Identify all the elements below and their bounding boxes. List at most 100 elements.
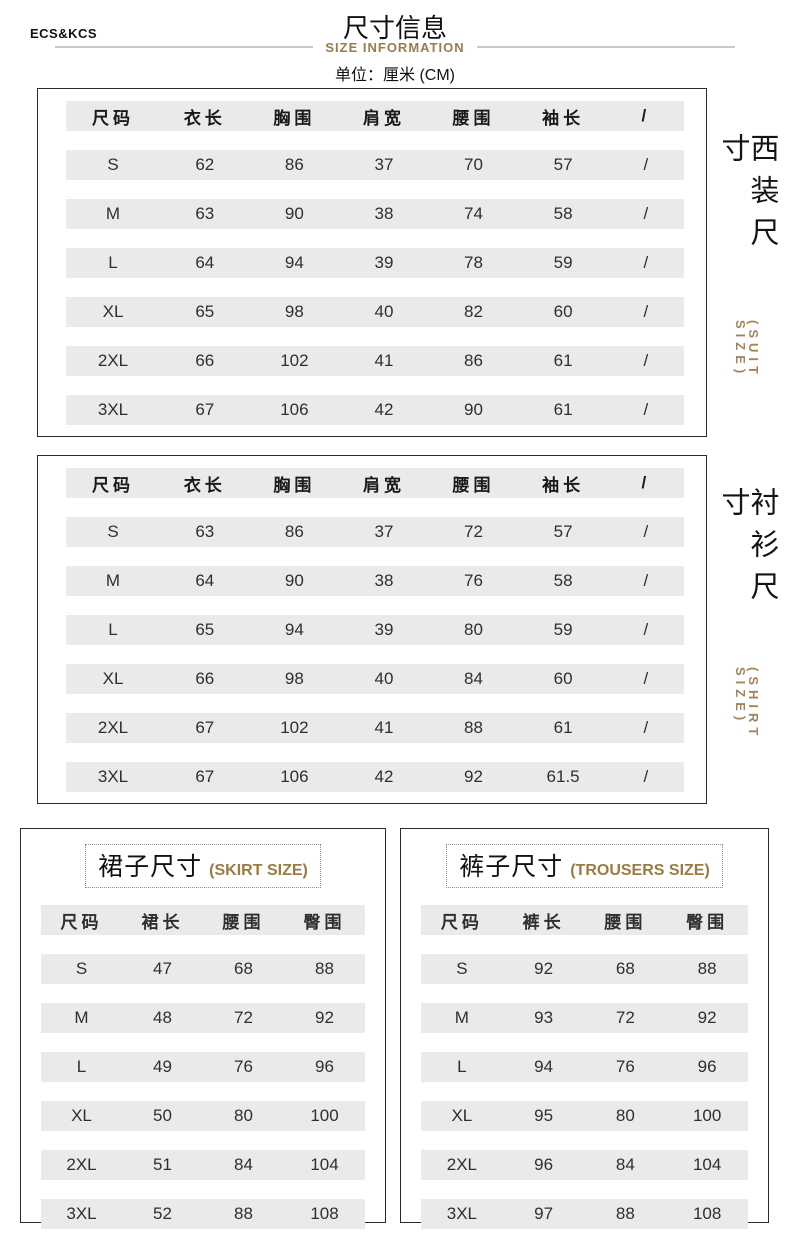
suit-row: 3XL 67 106 42 90 61 /: [66, 395, 684, 425]
skirt-cell: 49: [153, 1057, 172, 1076]
shirt-cell: 59: [553, 620, 573, 639]
skirt-cell: 76: [234, 1057, 253, 1076]
suit-header-row: 尺码 衣长 胸围 肩宽 腰围 袖长 /: [66, 101, 684, 131]
shirt-cell: 41: [374, 718, 394, 737]
page-subtitle: SIZE INFORMATION: [325, 39, 465, 55]
shirt-cell: /: [643, 669, 649, 688]
trousers-cell: 92: [534, 959, 554, 978]
suit-cell: 38: [374, 204, 394, 223]
shirt-size-side-label: 衬衫尺寸 (SHIRT SIZE): [712, 487, 782, 792]
suit-cell: 70: [464, 155, 483, 174]
trousers-column-header: 裤长: [522, 912, 565, 932]
shirt-column-header: 尺码: [92, 475, 135, 495]
suit-size-label-en: (SUIT SIZE): [733, 320, 761, 380]
suit-cell: 90: [284, 204, 304, 223]
skirt-cell: 96: [315, 1057, 334, 1076]
skirt-cell: 80: [234, 1106, 253, 1125]
suit-cell: M: [105, 204, 121, 223]
trousers-cell: 88: [697, 959, 717, 978]
trousers-size-panel: 裤子尺寸 (TROUSERS SIZE) 尺码 裤长 腰围 臀围 S 92 68 88 M 93 7…: [400, 828, 769, 1229]
trousers-cell: S: [456, 959, 468, 978]
skirt-cell: XL: [71, 1106, 92, 1125]
trousers-cell: 97: [534, 1204, 554, 1223]
skirt-cell: 88: [315, 959, 334, 978]
trousers-row: L 94 76 96: [421, 1052, 748, 1082]
suit-cell: 61: [553, 351, 573, 370]
suit-cell: 98: [284, 302, 304, 321]
skirt-size-panel: 裙子尺寸 (SKIRT SIZE) 尺码 裙长 腰围 臀围 S 47 68 88 M 48 72 92…: [20, 828, 386, 1229]
suit-cell: /: [643, 302, 649, 321]
skirt-cell: 51: [153, 1155, 172, 1174]
shirt-cell: /: [643, 620, 649, 639]
unit-note: 单位：厘米 (CM): [335, 67, 455, 84]
shirt-cell: 90: [284, 571, 304, 590]
skirt-cell: S: [75, 959, 88, 978]
skirt-cell: 52: [153, 1204, 172, 1223]
trousers-column-header: 腰围: [604, 912, 647, 932]
shirt-cell: 38: [374, 571, 394, 590]
skirt-cell: 48: [153, 1008, 172, 1027]
skirt-cell: M: [74, 1008, 89, 1027]
skirt-column-header: 尺码: [60, 912, 103, 932]
shirt-header-row: 尺码 衣长 胸围 肩宽 腰围 袖长 /: [66, 468, 684, 498]
shirt-column-header: 胸围: [273, 475, 316, 495]
suit-column-header: 尺码: [92, 108, 135, 128]
suit-cell: /: [643, 351, 649, 370]
trousers-header-row: 尺码 裤长 腰围 臀围: [421, 905, 748, 935]
trousers-row: 3XL 97 88 108: [421, 1199, 748, 1229]
suit-cell: 41: [374, 351, 394, 370]
trousers-cell: M: [454, 1008, 469, 1027]
suit-cell: 102: [280, 351, 309, 370]
shirt-cell: 64: [195, 571, 215, 590]
trousers-cell: 95: [534, 1106, 554, 1125]
trousers-column-header: 尺码: [440, 912, 483, 932]
suit-cell: 66: [195, 351, 215, 370]
suit-cell: 59: [553, 253, 573, 272]
suit-cell: 63: [195, 204, 215, 223]
trousers-cell: 72: [615, 1008, 635, 1027]
suit-cell: 64: [195, 253, 215, 272]
suit-cell: S: [107, 155, 119, 174]
trousers-row: 2XL 96 84 104: [421, 1150, 748, 1180]
trousers-size-title-en: (TROUSERS SIZE): [570, 862, 710, 879]
shirt-cell: 67: [195, 767, 215, 786]
skirt-cell: 100: [310, 1106, 339, 1125]
suit-column-header: 肩宽: [362, 108, 405, 128]
shirt-row: XL 66 98 40 84 60 /: [66, 664, 684, 694]
skirt-size-title-box: 裙子尺寸 (SKIRT SIZE): [85, 844, 321, 888]
shirt-cell: L: [108, 620, 118, 639]
trousers-cell: 68: [615, 959, 635, 978]
skirt-cell: 50: [153, 1106, 172, 1125]
suit-cell: 78: [464, 253, 483, 272]
skirt-cell: 47: [153, 959, 172, 978]
trousers-cell: 84: [615, 1155, 635, 1174]
suit-cell: 65: [195, 302, 215, 321]
subtitle-divider: SIZE INFORMATION: [55, 39, 736, 55]
suit-row: XL 65 98 40 82 60 /: [66, 297, 684, 327]
suit-cell: /: [643, 253, 649, 272]
shirt-row: 3XL 67 106 42 92 61.5 /: [66, 762, 684, 792]
skirt-row: M 48 72 92: [41, 1003, 365, 1033]
trousers-size-title-cn: 裤子尺寸: [459, 853, 564, 881]
shirt-cell: 2XL: [97, 718, 129, 737]
shirt-cell: 94: [284, 620, 304, 639]
shirt-column-header: /: [641, 473, 651, 492]
suit-column-header: /: [641, 106, 651, 125]
shirt-cell: 65: [195, 620, 215, 639]
suit-size-table: 尺码 衣长 胸围 肩宽 腰围 袖长 / S 62 86 37 70 57 / M 63 90 38 74 58 / L 64…: [37, 88, 707, 437]
shirt-row: 2XL 67 102 41 88 61 /: [66, 713, 684, 743]
shirt-cell: 102: [280, 718, 309, 737]
shirt-cell: /: [643, 718, 649, 737]
suit-cell: 67: [195, 400, 215, 419]
suit-cell: 61: [553, 400, 573, 419]
brand-logo: ECS&KCS: [30, 26, 98, 41]
suit-cell: /: [643, 155, 649, 174]
shirt-cell: 67: [195, 718, 215, 737]
shirt-cell: /: [643, 767, 649, 786]
trousers-cell: 96: [534, 1155, 554, 1174]
trousers-cell: 96: [697, 1057, 717, 1076]
suit-row: L 64 94 39 78 59 /: [66, 248, 684, 278]
suit-row: M 63 90 38 74 58 /: [66, 199, 684, 229]
trousers-cell: 76: [615, 1057, 635, 1076]
